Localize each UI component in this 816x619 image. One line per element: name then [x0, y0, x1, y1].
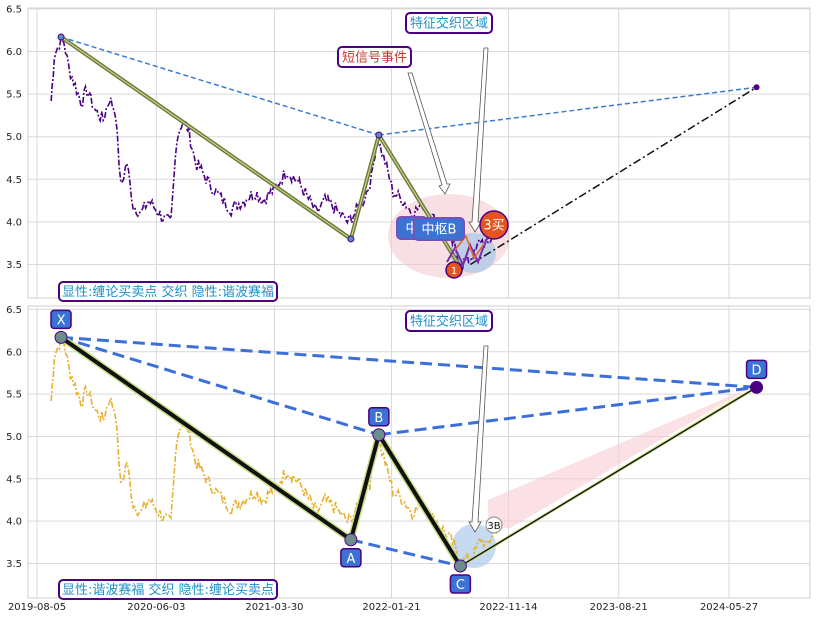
projection-area: [488, 387, 751, 528]
harmonic-leg: [376, 432, 463, 569]
pivot-point: [57, 33, 65, 41]
y-tick-label: 4.0: [6, 217, 22, 228]
ac-dashed-line: [350, 538, 461, 568]
center-b-label: 中枢B: [422, 223, 457, 238]
buy-point-marker-bottom: [485, 516, 503, 534]
top-footer-label-box: [58, 281, 278, 302]
y-tick-label: 5.5: [6, 390, 22, 401]
y-tick-label: 4.5: [6, 175, 22, 186]
harmonic-label-b: B: [374, 411, 383, 426]
y-tick-label: 5.0: [6, 132, 22, 143]
y-tick-label: 4.5: [6, 474, 22, 485]
bottom-grid: [28, 306, 810, 598]
buy-point-marker: [479, 210, 509, 240]
bottom-footer-label-box: [58, 579, 278, 600]
x-tick-label: 2021-03-30: [245, 602, 303, 613]
y-tick-label: 4.0: [6, 517, 22, 528]
bi-stroke-highlight: [350, 134, 380, 240]
y-tick-label: 3.5: [6, 260, 22, 271]
x-tick-label: 2019-08-05: [8, 602, 66, 613]
arrow-feature-zone: [468, 47, 489, 233]
x-tick-label: 2020-06-03: [127, 602, 185, 613]
y-tick-label: 3.5: [6, 559, 22, 570]
bottom-y-axis: 3.5 4.0 4.5 5.0 5.5 6.0 6.5: [6, 305, 22, 570]
blue-zone-bottom: [452, 524, 496, 568]
feature-zone-label-bottom: 特征交织区域: [410, 314, 488, 330]
x-tick-label: 2022-11-14: [479, 602, 537, 613]
harmonic-label-a: A: [346, 552, 355, 567]
feature-zone-label-box: [405, 12, 493, 34]
harmonic-leg: [459, 386, 758, 567]
harmonic-leg: [59, 335, 353, 542]
x-tick-label: 2023-08-21: [590, 602, 648, 613]
xd-dashed-line: [60, 335, 757, 389]
bottom-footer-label: 显性:谐波赛福 交织 隐性:缠论买卖点: [62, 582, 274, 598]
top-y-axis: 3.5 4.0 4.5 5.0 5.5 6.0 6.5: [6, 4, 22, 271]
pivot-point: [347, 235, 355, 243]
feature-zone-label: 特征交织区域: [410, 16, 488, 32]
center-b-label-box: [413, 217, 465, 241]
y-tick-label: 6.5: [6, 305, 22, 316]
x-tick-label: 2022-01-21: [362, 602, 420, 613]
harmonic-leg: [348, 432, 381, 542]
harmonic-label-box: [50, 309, 72, 330]
pivot-point: [375, 131, 383, 139]
sell-point-label: 1: [451, 266, 457, 277]
harmonic-label-box: [340, 548, 362, 568]
harmonic-label-c: C: [456, 578, 465, 593]
bottom-panel: 3.5 4.0 4.5 5.0 5.5 6.0 6.5 2019-08-05 2020-06-…: [6, 305, 811, 613]
harmonic-point-b: [372, 428, 386, 442]
bi-stroke-highlight: [60, 36, 352, 240]
harmonic-label-d: D: [752, 363, 762, 378]
top-grid: [28, 8, 810, 298]
sell-point-marker: [445, 261, 463, 279]
top-marks: 中中枢B 3买1特征交织区域短信号事件显性:缠论买卖点 交织 隐性:谐波赛福: [50, 12, 760, 302]
harmonic-label-box: [745, 359, 768, 380]
harmonic-label-box: [368, 407, 390, 427]
x-tick-label: 2024-05-27: [700, 602, 758, 613]
arrow-short-signal: [407, 72, 451, 195]
harmonic-label-x: X: [57, 313, 66, 328]
y-tick-label: 6.0: [6, 47, 22, 58]
feature-zone-label-bottom-box: [405, 310, 493, 332]
projection-point: [753, 84, 760, 91]
y-tick-label: 6.5: [6, 4, 22, 15]
harmonic-point-x: [54, 330, 68, 344]
y-tick-label: 5.5: [6, 90, 22, 101]
xb-dashed-line: [60, 335, 380, 437]
harmonic-label-box: [449, 574, 472, 594]
bottom-plot-area: [27, 305, 811, 599]
bd-dashed-line: [378, 385, 757, 437]
y-tick-label: 6.0: [6, 347, 22, 358]
short-signal-label: 短信号事件: [342, 51, 407, 66]
harmonic-point-d: [750, 380, 764, 394]
short-signal-label-box: [337, 46, 412, 68]
buy-point-label-bottom: 3B: [487, 521, 500, 532]
bi-stroke-highlight: [378, 134, 461, 268]
x-axis: 2019-08-05 2020-06-03 2021-03-30 2022-01-21…: [8, 602, 758, 613]
harmonic-point-c: [453, 559, 467, 573]
top-panel: 3.54.04.55.05.56.06.5 中中枢B 3买1特征交织区域短信号事件…: [6, 4, 811, 302]
top-footer-label: 显性:缠论买卖点 交织 隐性:谐波赛福: [62, 284, 274, 300]
harmonic-point-a: [344, 533, 358, 547]
buy-point-label: 3买: [483, 219, 504, 234]
arrow-feature-zone-bottom: [468, 345, 489, 533]
zigzag-line-orange: [454, 234, 485, 260]
y-tick-label: 5.0: [6, 432, 22, 443]
